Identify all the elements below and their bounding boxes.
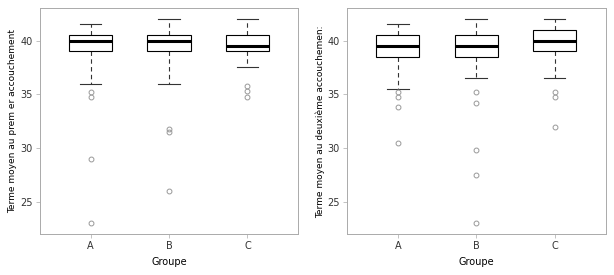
Bar (226, 35, 269, 51)
Y-axis label: Terme moyen au deuxième accouchemen:: Terme moyen au deuxième accouchemen: (315, 25, 325, 218)
Bar (533, 30, 577, 51)
X-axis label: Groupe: Groupe (459, 257, 494, 267)
Bar (454, 35, 498, 57)
Bar (147, 35, 190, 51)
Y-axis label: Terme moyen au prem er accouchement: Terme moyen au prem er accouchement (9, 29, 17, 213)
Bar (376, 35, 419, 57)
Bar (69, 35, 112, 51)
X-axis label: Groupe: Groupe (151, 257, 187, 267)
